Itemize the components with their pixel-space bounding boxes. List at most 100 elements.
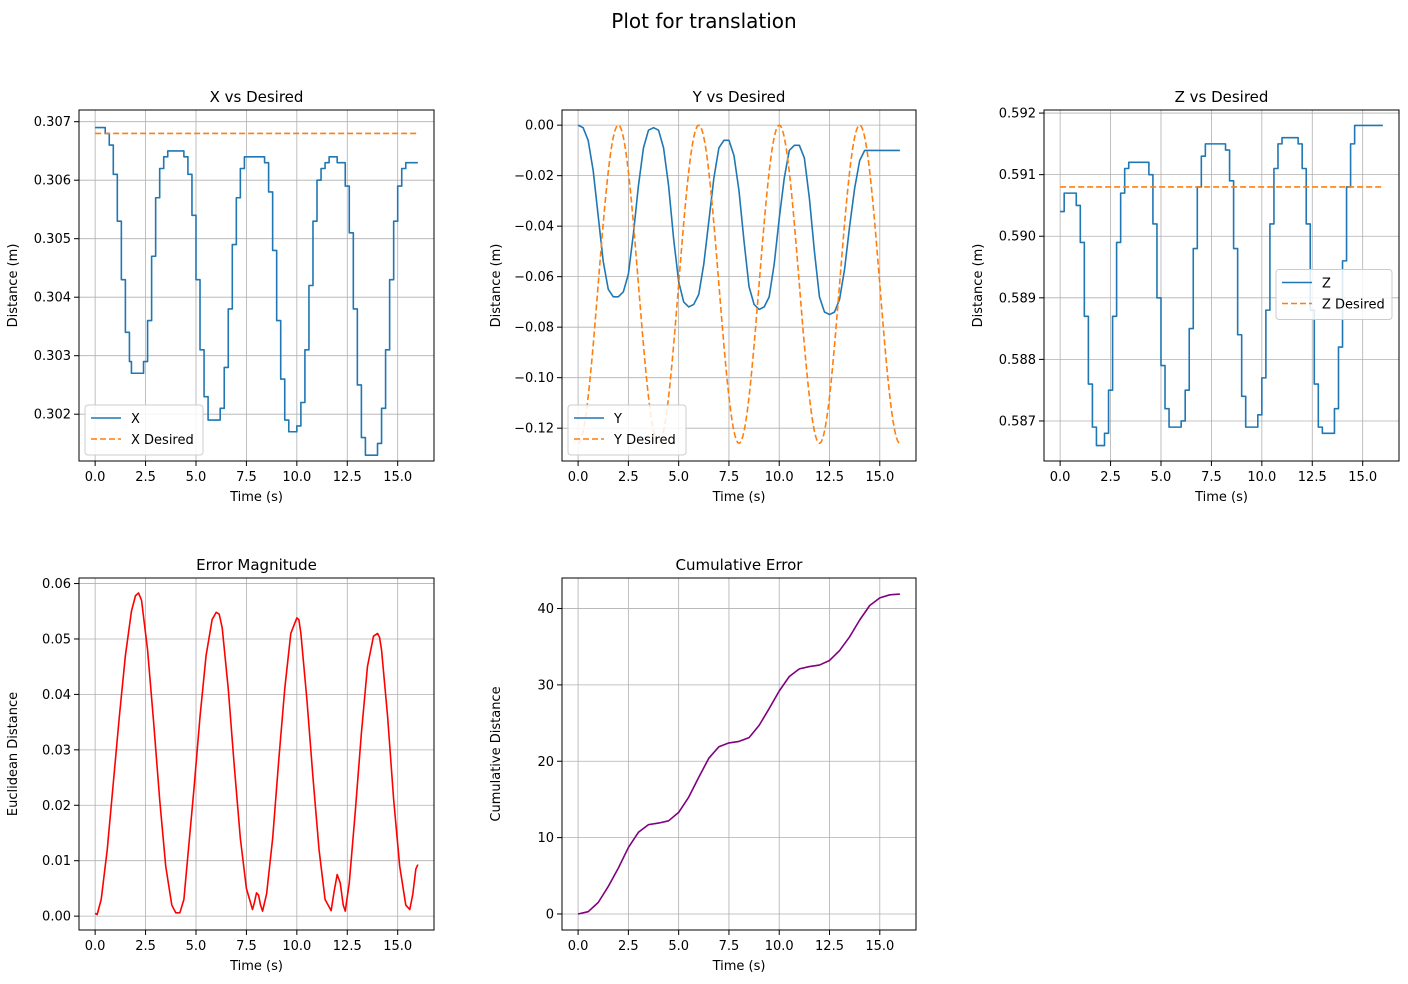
y-tick-label: 0.589	[999, 291, 1036, 306]
axes-frame	[78, 109, 435, 462]
series-line-z	[1060, 124, 1383, 447]
x-tick-label: 5.0	[186, 939, 207, 954]
legend: Y Y Desired	[567, 404, 687, 456]
y-axis-label: Cumulative Distance	[489, 686, 504, 821]
x-axis-label: Time (s)	[712, 959, 766, 974]
x-tick-label: 12.5	[815, 470, 844, 485]
x-tick-label: 10.0	[282, 470, 311, 485]
legend: Z Z Desired	[1275, 269, 1393, 320]
chart-5: 0.0 2.5 5.0 7.5 10.0 12.5 15.0 0 10 20 30 40 Cumulat…	[489, 556, 917, 974]
x-tick-label: 12.5	[1298, 470, 1327, 485]
axes-frame	[78, 577, 435, 931]
x-tick-label: 5.0	[1151, 470, 1172, 485]
y-tick-label: 0.04	[42, 688, 71, 703]
y-tick-label: −0.04	[514, 220, 554, 235]
x-tick-label: 7.5	[1201, 470, 1222, 485]
x-axis-label: Time (s)	[1194, 490, 1248, 505]
y-axis-label: Distance (m)	[6, 244, 21, 328]
chart-title: X vs Desired	[210, 88, 304, 106]
series-line-y-desired	[577, 124, 901, 445]
x-tick-label: 10.0	[282, 939, 311, 954]
series-group	[577, 124, 901, 445]
series-group	[577, 593, 900, 915]
x-tick-label: 7.5	[719, 939, 740, 954]
y-axis-label: Distance (m)	[971, 244, 986, 328]
y-tick-label: 0.587	[999, 414, 1036, 429]
y-tick-label: 0.304	[34, 291, 71, 306]
x-tick-label: 2.5	[1100, 470, 1121, 485]
x-tick-label: 15.0	[865, 470, 894, 485]
legend-label: X Desired	[131, 433, 194, 448]
y-tick-label: 0.588	[999, 353, 1036, 368]
chart-1: 0.0 2.5 5.0 7.5 10.0 12.5 15.0 0.302 0.303 0.304 0…	[6, 88, 435, 505]
y-tick-label: 0.00	[525, 119, 554, 134]
series-group	[95, 126, 418, 456]
y-tick-label: 0.306	[34, 174, 71, 189]
legend-label: Z Desired	[1322, 298, 1385, 313]
y-tick-label: 0.302	[34, 408, 71, 423]
legend-label: Z	[1322, 277, 1331, 292]
legend-label: Y Desired	[613, 433, 676, 448]
x-tick-label: 12.5	[333, 470, 362, 485]
x-tick-label: 15.0	[383, 939, 412, 954]
series-line-y	[577, 124, 900, 316]
x-tick-label: 7.5	[719, 470, 740, 485]
axes-frame	[1043, 109, 1400, 462]
x-tick-label: 0.0	[85, 939, 106, 954]
y-tick-label: 0.592	[999, 107, 1036, 122]
figure-suptitle: Plot for translation	[611, 9, 796, 33]
x-tick-label: 10.0	[765, 939, 794, 954]
x-tick-label: 0.0	[568, 470, 589, 485]
axes-frame	[561, 109, 917, 462]
x-tick-label: 0.0	[568, 939, 589, 954]
series-group	[1060, 124, 1383, 447]
y-axis-label: Distance (m)	[489, 244, 504, 328]
y-tick-label: 0.05	[42, 632, 71, 647]
legend-label: Y	[613, 412, 622, 427]
x-tick-label: 2.5	[135, 939, 156, 954]
y-tick-label: 0.591	[999, 168, 1036, 183]
x-axis-label: Time (s)	[229, 490, 283, 505]
y-tick-label: 10	[537, 831, 554, 846]
y-tick-label: 40	[537, 602, 554, 617]
x-tick-label: 2.5	[618, 939, 639, 954]
y-tick-label: 0.303	[34, 349, 71, 364]
x-tick-label: 2.5	[618, 470, 639, 485]
chart-title: Error Magnitude	[196, 556, 317, 574]
series-line-x	[95, 126, 418, 456]
y-tick-label: −0.10	[514, 371, 554, 386]
legend-label: X	[131, 412, 140, 427]
chart-title: Y vs Desired	[692, 88, 786, 106]
x-axis-label: Time (s)	[712, 490, 766, 505]
x-tick-label: 5.0	[668, 470, 689, 485]
axes-frame	[561, 577, 917, 931]
y-tick-label: −0.06	[514, 270, 554, 285]
y-tick-label: −0.12	[514, 422, 554, 437]
y-tick-label: 0.590	[999, 230, 1036, 245]
x-tick-label: 10.0	[765, 470, 794, 485]
x-tick-label: 12.5	[333, 939, 362, 954]
x-tick-label: 15.0	[383, 470, 412, 485]
y-tick-label: −0.08	[514, 321, 554, 336]
chart-3: 0.0 2.5 5.0 7.5 10.0 12.5 15.0 0.587 0.588 0.589 0…	[971, 88, 1400, 505]
series-group	[94, 592, 419, 916]
x-tick-label: 5.0	[668, 939, 689, 954]
chart-title: Z vs Desired	[1175, 88, 1269, 106]
chart-title: Cumulative Error	[676, 556, 804, 574]
y-tick-label: 0.06	[42, 577, 71, 592]
y-tick-label: 20	[537, 755, 554, 770]
y-tick-label: 0.03	[42, 743, 71, 758]
y-tick-label: 0.00	[42, 910, 71, 925]
y-tick-label: 0.305	[34, 232, 71, 247]
x-tick-label: 2.5	[135, 470, 156, 485]
x-axis-label: Time (s)	[229, 959, 283, 974]
x-tick-label: 0.0	[85, 470, 106, 485]
x-tick-label: 15.0	[865, 939, 894, 954]
y-axis-label: Euclidean Distance	[6, 692, 21, 816]
y-tick-label: −0.02	[514, 169, 554, 184]
x-tick-label: 0.0	[1050, 470, 1071, 485]
x-tick-label: 10.0	[1247, 470, 1276, 485]
legend: X X Desired	[84, 404, 204, 456]
x-tick-label: 12.5	[815, 939, 844, 954]
chart-4: 0.0 2.5 5.0 7.5 10.0 12.5 15.0 0.00 0.01 0.02 0.03…	[6, 556, 435, 974]
